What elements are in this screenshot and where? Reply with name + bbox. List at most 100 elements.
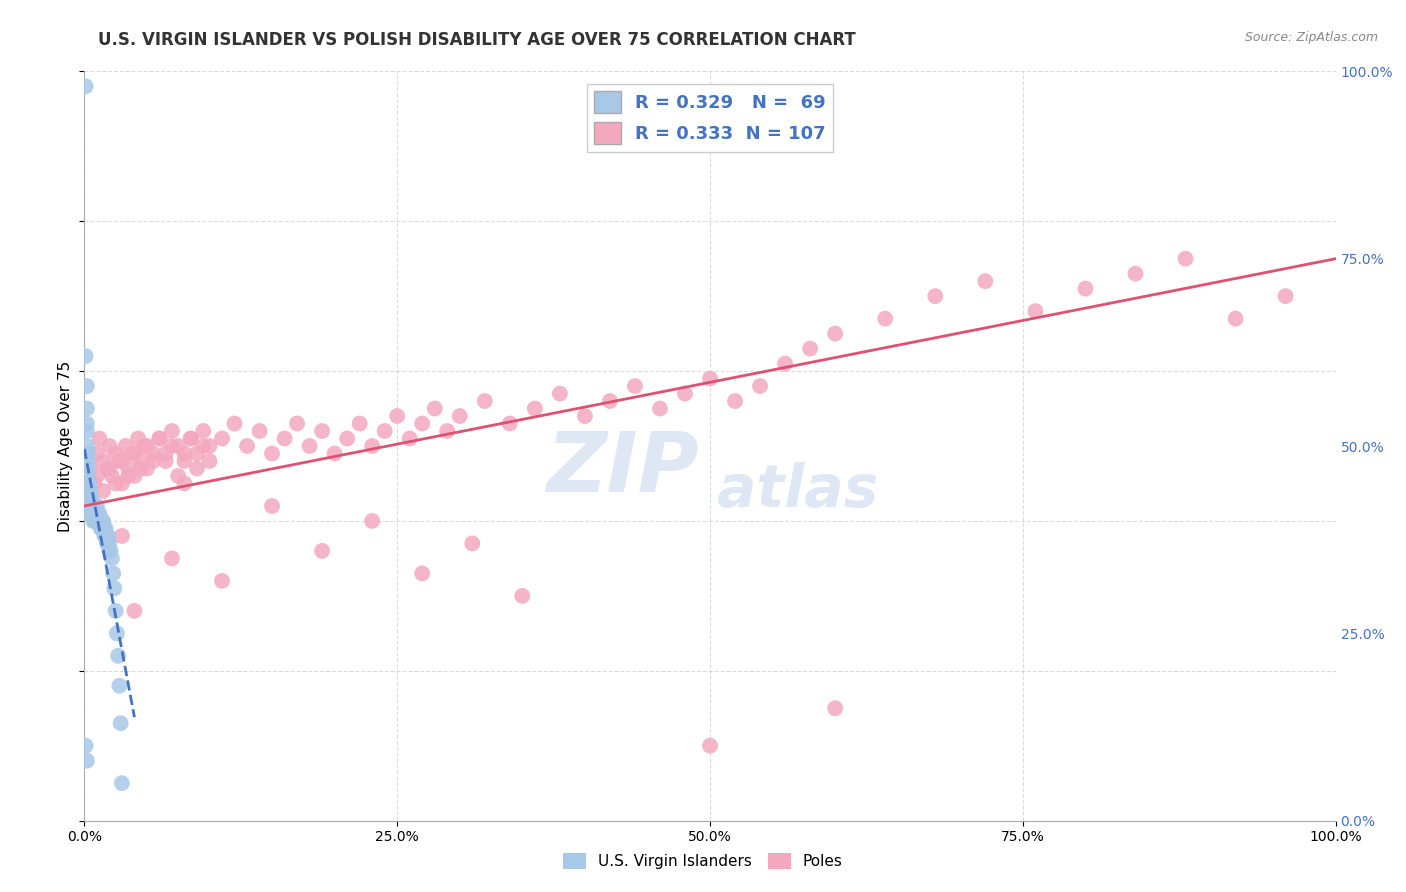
- Point: [474, 394, 496, 409]
- Point: [90, 514, 112, 528]
- Point: [83, 499, 105, 513]
- Point: [134, 439, 156, 453]
- Point: [79, 507, 101, 521]
- Point: [105, 626, 128, 640]
- Point: [111, 776, 134, 790]
- Point: [93, 521, 115, 535]
- Point: [624, 379, 647, 393]
- Point: [104, 446, 127, 460]
- Point: [79, 491, 101, 506]
- Point: [111, 476, 134, 491]
- Point: [423, 401, 446, 416]
- Point: [136, 439, 159, 453]
- Point: [107, 648, 129, 663]
- Point: [198, 454, 221, 468]
- Point: [173, 446, 195, 460]
- Point: [121, 446, 143, 460]
- Point: [173, 476, 195, 491]
- Point: [90, 514, 112, 528]
- Point: [124, 604, 146, 618]
- Point: [80, 507, 103, 521]
- Point: [77, 476, 100, 491]
- Point: [499, 417, 522, 431]
- Point: [193, 424, 215, 438]
- Point: [211, 432, 233, 446]
- Point: [117, 461, 139, 475]
- Point: [1225, 311, 1247, 326]
- Point: [1125, 267, 1147, 281]
- Point: [699, 739, 721, 753]
- Point: [111, 529, 134, 543]
- Point: [349, 417, 371, 431]
- Point: [262, 446, 284, 460]
- Point: [77, 491, 100, 506]
- Y-axis label: Disability Age Over 75: Disability Age Over 75: [58, 360, 73, 532]
- Point: [104, 476, 127, 491]
- Point: [76, 439, 98, 453]
- Point: [111, 454, 134, 468]
- Point: [104, 604, 127, 618]
- Point: [87, 507, 110, 521]
- Point: [86, 446, 108, 460]
- Point: [97, 529, 120, 543]
- Point: [79, 491, 101, 506]
- Point: [96, 461, 118, 475]
- Point: [93, 529, 115, 543]
- Point: [98, 439, 121, 453]
- Point: [89, 514, 111, 528]
- Point: [285, 417, 308, 431]
- Point: [599, 394, 621, 409]
- Point: [83, 514, 105, 528]
- Point: [167, 469, 190, 483]
- Point: [160, 439, 183, 453]
- Point: [77, 483, 100, 498]
- Point: [79, 491, 101, 506]
- Point: [180, 432, 202, 446]
- Point: [699, 371, 721, 385]
- Point: [79, 461, 101, 475]
- Point: [749, 379, 772, 393]
- Point: [824, 701, 846, 715]
- Point: [449, 409, 471, 423]
- Point: [180, 432, 202, 446]
- Point: [173, 454, 195, 468]
- Point: [79, 499, 101, 513]
- Point: [91, 514, 114, 528]
- Point: [75, 349, 97, 363]
- Point: [76, 417, 98, 431]
- Point: [311, 544, 333, 558]
- Point: [298, 439, 321, 453]
- Point: [100, 544, 122, 558]
- Point: [461, 536, 484, 550]
- Point: [249, 424, 271, 438]
- Legend: R = 0.329   N =  69, R = 0.333  N = 107: R = 0.329 N = 69, R = 0.333 N = 107: [586, 84, 834, 152]
- Point: [82, 499, 104, 513]
- Point: [374, 424, 396, 438]
- Point: [77, 461, 100, 475]
- Point: [90, 521, 112, 535]
- Point: [86, 499, 108, 513]
- Point: [87, 514, 110, 528]
- Point: [79, 483, 101, 498]
- Text: ZIP: ZIP: [546, 428, 699, 509]
- Point: [385, 409, 409, 423]
- Legend: U.S. Virgin Islanders, Poles: U.S. Virgin Islanders, Poles: [557, 847, 849, 875]
- Point: [127, 432, 149, 446]
- Point: [76, 379, 98, 393]
- Point: [75, 79, 97, 94]
- Point: [142, 454, 165, 468]
- Text: Source: ZipAtlas.com: Source: ZipAtlas.com: [1244, 31, 1378, 45]
- Point: [129, 454, 152, 468]
- Point: [236, 439, 259, 453]
- Point: [86, 514, 108, 528]
- Point: [1274, 289, 1296, 303]
- Point: [101, 551, 124, 566]
- Point: [76, 483, 98, 498]
- Point: [79, 483, 101, 498]
- Point: [77, 469, 100, 483]
- Point: [83, 476, 105, 491]
- Point: [398, 432, 420, 446]
- Point: [523, 401, 546, 416]
- Point: [1074, 282, 1097, 296]
- Point: [193, 439, 215, 453]
